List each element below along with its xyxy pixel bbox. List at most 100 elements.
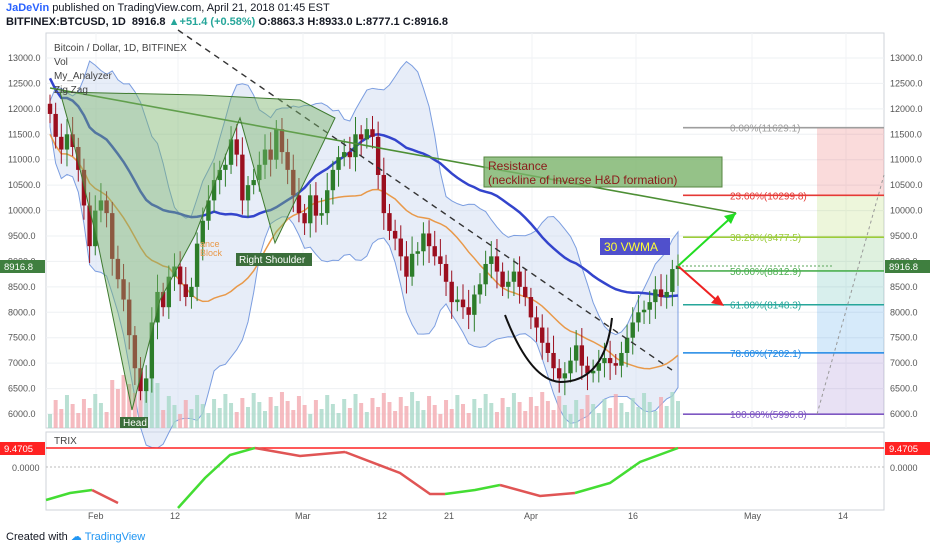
y-tick-left: 7500.0	[8, 333, 36, 343]
fib-level-label: 61.80%(8148.3)	[730, 301, 801, 312]
candle-body	[336, 157, 341, 170]
right-shoulder-box	[236, 253, 312, 266]
volume-bar	[444, 400, 449, 428]
volume-bar	[200, 404, 205, 428]
x-axis: Feb 12 Mar 12 21 Apr 16 May 14	[88, 511, 848, 521]
fib-level-label: 23.60%(10299.8)	[730, 191, 807, 202]
volume-bar	[364, 412, 369, 428]
y-tick-right: 12000.0	[890, 104, 923, 114]
candle-body	[438, 256, 443, 264]
candle-body	[630, 322, 635, 338]
candle-body	[664, 291, 669, 298]
x-tick-label: Apr	[524, 511, 538, 521]
volume-bar	[53, 400, 58, 428]
fib-diagonal	[816, 174, 885, 415]
trix-line-segment	[574, 446, 679, 495]
y-tick-right: 6000.0	[890, 409, 918, 419]
bullish-arrow-icon	[724, 213, 736, 224]
y-tick-right: 10000.0	[890, 206, 923, 216]
resistance-subtitle: (neckline of inverse H&D formation)	[488, 173, 677, 187]
candle-body	[528, 297, 534, 318]
candle-body	[596, 363, 601, 371]
candle-body	[404, 256, 409, 277]
candle-body	[494, 256, 500, 272]
candle-body	[602, 358, 607, 364]
volume-bar	[427, 396, 432, 428]
footer-brand[interactable]: TradingView	[84, 531, 146, 543]
volume-bar	[251, 393, 256, 428]
candle-body	[370, 129, 375, 137]
fib-zone-band	[817, 127, 884, 196]
candle-body	[183, 284, 188, 298]
y-tick-left: 9500.0	[8, 231, 36, 241]
resistance-box[interactable]	[483, 156, 723, 188]
volume-bar	[121, 375, 126, 428]
y-tick-right: 12500.0	[890, 78, 923, 88]
volume-bar	[613, 394, 618, 428]
candle-body	[313, 195, 319, 216]
x-tick-label: 12	[377, 511, 387, 521]
candle-body	[143, 378, 149, 392]
candle-body	[223, 164, 228, 170]
volume-bar	[110, 380, 115, 428]
publish-line: JaDeVin published on TradingView.com, Ap…	[6, 2, 330, 14]
trix-zero-right: 0.0000	[890, 463, 918, 473]
volume-bar	[376, 407, 381, 428]
candle-body	[177, 266, 183, 285]
volume-bar	[132, 393, 137, 428]
candle-body	[132, 335, 138, 369]
trix-line-segment	[91, 488, 119, 505]
volume-bar	[115, 389, 120, 428]
volume-bar	[523, 411, 528, 428]
volume-bar	[87, 408, 92, 428]
moving-average-line	[49, 133, 679, 370]
candle-body	[251, 180, 256, 186]
volume-bar	[319, 409, 324, 428]
y-tick-left: 12000.0	[8, 104, 41, 114]
y-tick-left: 11000.0	[8, 155, 40, 165]
candle-body	[540, 327, 545, 343]
fib-zone-band	[817, 237, 884, 271]
volume-bar	[579, 409, 584, 428]
volume-bar	[540, 392, 545, 428]
volume-bar	[59, 409, 64, 428]
candle-body	[211, 180, 217, 201]
symbol-label: BITFINEX:BTCUSD, 1D	[6, 16, 126, 28]
candle-body	[624, 337, 630, 353]
y-tick-left: 13000.0	[8, 53, 41, 63]
legend-vol: Vol	[54, 57, 68, 68]
volume-bar	[517, 402, 522, 428]
volume-bar	[178, 414, 183, 428]
candle-body	[47, 103, 53, 114]
volume-bar	[206, 413, 211, 428]
author-name[interactable]: JaDeVin	[6, 2, 50, 14]
footer: Created with ☁ TradingView	[6, 530, 145, 543]
candle-body	[64, 134, 70, 150]
candle-body	[115, 258, 121, 280]
volume-bar	[70, 404, 75, 428]
volume-bar	[647, 402, 652, 428]
price-badge-right-text: 8916.8	[889, 262, 918, 273]
y-tick-left: 10000.0	[8, 206, 41, 216]
volume-bar	[664, 406, 669, 428]
candle-body	[500, 271, 505, 287]
candle-body	[392, 230, 398, 239]
resistance-title: Resistance	[488, 159, 548, 173]
fib-level-label: 100.00%(5996.8)	[730, 410, 807, 421]
candle-body	[121, 279, 126, 300]
volume-bar	[568, 414, 573, 428]
candle-body	[200, 220, 205, 244]
fib-level-label: 78.60%(7202.1)	[730, 349, 801, 360]
volume-bar	[246, 407, 251, 428]
candle-body	[426, 233, 432, 247]
candle-body	[160, 291, 166, 308]
candle-body	[517, 271, 522, 287]
volume-bar	[127, 384, 132, 428]
downtrend-dashed-line	[177, 29, 673, 371]
candle-body	[613, 363, 618, 366]
volume-bar	[489, 403, 494, 428]
volume-bar	[676, 401, 680, 428]
trix-zero-left: 0.0000	[12, 463, 40, 473]
candle-body	[585, 365, 590, 374]
